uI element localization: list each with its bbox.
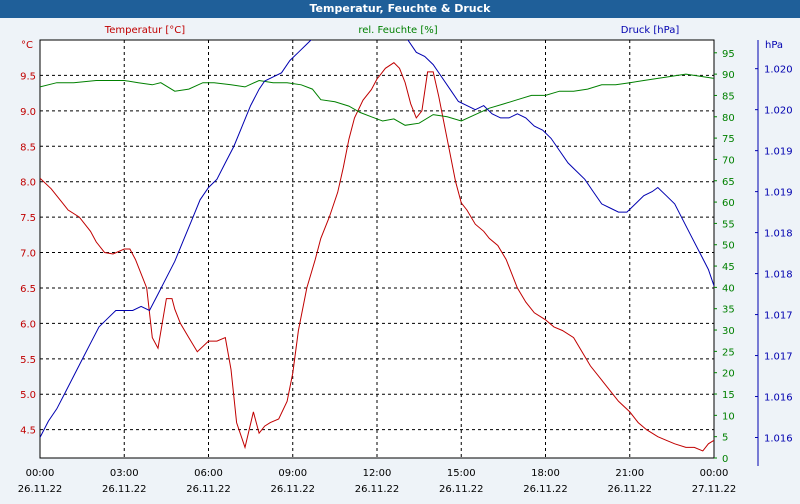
legend-pressure: Druck [hPa] bbox=[621, 25, 680, 36]
pressure-tick-label: 1.019 bbox=[764, 147, 793, 158]
humidity-tick-label: 90 bbox=[722, 70, 735, 81]
x-tick-date: 26.11.22 bbox=[18, 484, 63, 495]
humidity-tick-label: 15 bbox=[722, 390, 735, 401]
humidity-tick-label: 70 bbox=[722, 155, 735, 166]
humidity-tick-label: 10 bbox=[722, 411, 735, 422]
chart-area: 4.5 5.0 5.5 6.0 6.5 7.0 7.5 8.0 8.5 9.0 9.5 °C 0 5 10… bbox=[0, 18, 800, 500]
x-tick-date: 26.11.22 bbox=[355, 484, 400, 495]
temperature-tick-label: 9.0 bbox=[20, 107, 36, 118]
x-tick-time: 18:00 bbox=[531, 468, 560, 479]
temperature-tick-label: 4.5 bbox=[20, 426, 36, 437]
x-tick-time: 06:00 bbox=[194, 468, 223, 479]
temperature-tick-label: 5.0 bbox=[20, 390, 36, 401]
temperature-tick-label: 9.5 bbox=[20, 71, 36, 82]
humidity-tick-label: 50 bbox=[722, 241, 735, 252]
x-tick-time: 12:00 bbox=[363, 468, 392, 479]
x-tick-time: 03:00 bbox=[110, 468, 139, 479]
humidity-tick-label: 65 bbox=[722, 177, 735, 188]
humidity-tick-label: 25 bbox=[722, 347, 735, 358]
pressure-tick-label: 1.017 bbox=[764, 311, 793, 322]
humidity-tick-label: 45 bbox=[722, 262, 735, 273]
temperature-unit-label: °C bbox=[21, 40, 33, 51]
pressure-axis: 1.016 1.016 1.017 1.017 1.018 1.018 1.019 1.019… bbox=[755, 40, 793, 466]
humidity-tick-label: 60 bbox=[722, 198, 735, 209]
x-tick-date: 26.11.22 bbox=[439, 484, 484, 495]
temperature-axis: 4.5 5.0 5.5 6.0 6.5 7.0 7.5 8.0 8.5 9.0 9.5 °C bbox=[20, 40, 36, 437]
humidity-tick-label: 35 bbox=[722, 305, 735, 316]
x-tick-date: 26.11.22 bbox=[102, 484, 147, 495]
humidity-tick-label: 80 bbox=[722, 113, 735, 124]
pressure-tick-label: 1.018 bbox=[764, 270, 793, 281]
temperature-tick-label: 7.5 bbox=[20, 213, 36, 224]
humidity-tick-label: 55 bbox=[722, 219, 735, 230]
humidity-tick-label: 0 bbox=[722, 454, 728, 465]
pressure-series-line bbox=[40, 40, 714, 438]
pressure-tick-label: 1.019 bbox=[764, 188, 793, 199]
pressure-tick-label: 1.020 bbox=[764, 106, 793, 117]
humidity-tick-label: 20 bbox=[722, 369, 735, 380]
humidity-tick-label: 30 bbox=[722, 326, 735, 337]
temperature-tick-label: 8.5 bbox=[20, 142, 36, 153]
grid bbox=[40, 40, 714, 458]
pressure-tick-label: 1.020 bbox=[764, 65, 793, 76]
temperature-series-line bbox=[40, 62, 714, 452]
x-tick-time: 15:00 bbox=[447, 468, 476, 479]
x-tick-date: 26.11.22 bbox=[523, 484, 568, 495]
pressure-tick-label: 1.016 bbox=[764, 393, 793, 404]
humidity-tick-label: 95 bbox=[722, 49, 735, 60]
x-tick-time: 09:00 bbox=[278, 468, 307, 479]
series-lines bbox=[40, 40, 714, 452]
temperature-tick-label: 6.5 bbox=[20, 284, 36, 295]
legend-humidity: rel. Feuchte [%] bbox=[358, 25, 437, 36]
x-tick-time: 21:00 bbox=[615, 468, 644, 479]
x-tick-date: 27.11.22 bbox=[692, 484, 737, 495]
chart-title: Temperatur, Feuchte & Druck bbox=[0, 0, 800, 18]
humidity-axis: 0 5 10 15 20 25 30 35 40 45 50 55 60 65 70 75 80 85 90 95 bbox=[714, 49, 735, 465]
humidity-series-line bbox=[40, 73, 714, 126]
pressure-unit-label: hPa bbox=[765, 40, 783, 51]
x-tick-date: 26.11.22 bbox=[186, 484, 231, 495]
humidity-tick-label: 5 bbox=[722, 433, 728, 444]
x-tick-time: 00:00 bbox=[700, 468, 729, 479]
temperature-tick-label: 8.0 bbox=[20, 178, 36, 189]
x-tick-time: 00:00 bbox=[26, 468, 55, 479]
chart-svg: 4.5 5.0 5.5 6.0 6.5 7.0 7.5 8.0 8.5 9.0 9.5 °C 0 5 10… bbox=[18, 25, 793, 495]
temperature-tick-label: 7.0 bbox=[20, 249, 36, 260]
humidity-tick-label: 75 bbox=[722, 134, 735, 145]
humidity-tick-label: 40 bbox=[722, 283, 735, 294]
temperature-tick-label: 5.5 bbox=[20, 355, 36, 366]
x-tick-date: 26.11.22 bbox=[270, 484, 315, 495]
pressure-tick-label: 1.016 bbox=[764, 434, 793, 445]
temperature-tick-label: 6.0 bbox=[20, 319, 36, 330]
pressure-tick-label: 1.017 bbox=[764, 352, 793, 363]
x-tick-date: 26.11.22 bbox=[607, 484, 652, 495]
humidity-tick-label: 85 bbox=[722, 91, 735, 102]
legend: Temperatur [°C] rel. Feuchte [%] Druck [hP… bbox=[104, 25, 680, 36]
pressure-tick-label: 1.018 bbox=[764, 229, 793, 240]
time-axis: 00:00 26.11.22 03:00 26.11.22 06:00 26.11.22 0… bbox=[18, 468, 737, 495]
legend-temperature: Temperatur [°C] bbox=[104, 25, 185, 36]
